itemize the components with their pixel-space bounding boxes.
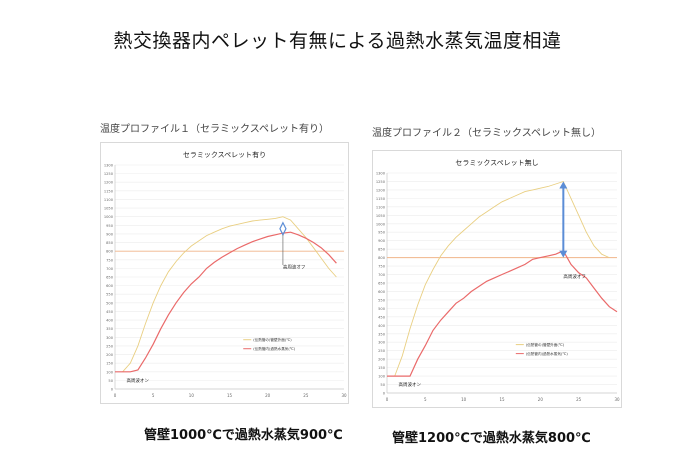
series-line-tube-wall bbox=[122, 216, 337, 373]
annotation-label: 高周波オン bbox=[399, 381, 422, 388]
y-tick-label: 1100 bbox=[376, 205, 386, 209]
series-line-tube-wall bbox=[394, 180, 610, 377]
chart-without-pellets: セラミックスペレット無し 0 50 100 150 200 250 300 350 400 450 5… bbox=[372, 150, 622, 408]
x-tick-label: 10 bbox=[461, 397, 467, 402]
y-tick-label: 1300 bbox=[376, 172, 386, 176]
x-tick-label: 15 bbox=[499, 397, 505, 402]
y-tick-label: 250 bbox=[106, 344, 114, 348]
diamond-marker bbox=[279, 221, 287, 237]
y-tick-label: 400 bbox=[106, 319, 114, 323]
right-chart-caption: 温度プロファイル２（セラミックスペレット無し） bbox=[372, 128, 601, 139]
left-bottom-caption: 管壁1000℃で過熱水蒸気900℃ bbox=[144, 428, 343, 443]
y-tick-label: 550 bbox=[106, 293, 114, 297]
series-line-steam bbox=[115, 231, 337, 373]
x-tick-label: 0 bbox=[386, 397, 389, 402]
x-tick-label: 25 bbox=[576, 397, 582, 402]
y-tick-label: 950 bbox=[378, 231, 386, 235]
y-tick-label: 1250 bbox=[104, 172, 114, 176]
y-tick-label: 200 bbox=[378, 358, 386, 362]
x-tick-label: 5 bbox=[424, 397, 427, 402]
y-tick-label: 250 bbox=[378, 349, 386, 353]
y-tick-label: 850 bbox=[378, 248, 386, 252]
chart-with-pellets: セラミックスペレット有り 0 50 100 150 200 250 300 350 400 450 5… bbox=[100, 142, 349, 404]
y-tick-label: 850 bbox=[106, 241, 114, 245]
chart-title: セラミックスペレット有り bbox=[183, 150, 266, 159]
y-tick-label: 1250 bbox=[376, 180, 386, 184]
y-tick-label: 0 bbox=[111, 388, 114, 392]
y-tick-label: 300 bbox=[106, 336, 114, 340]
right-bottom-caption: 管壁1200℃で過熱水蒸気800℃ bbox=[392, 431, 591, 446]
y-tick-label: 500 bbox=[378, 307, 386, 311]
y-tick-label: 450 bbox=[378, 315, 386, 319]
annotation-label: 高周波オン bbox=[126, 377, 149, 384]
x-tick-label: 5 bbox=[152, 393, 155, 398]
series-line-steam bbox=[387, 250, 618, 377]
y-tick-label: 1000 bbox=[376, 222, 386, 226]
y-tick-label: 800 bbox=[106, 250, 114, 254]
y-tick-label: 400 bbox=[378, 324, 386, 328]
y-tick-label: 700 bbox=[106, 267, 114, 271]
y-tick-label: 100 bbox=[106, 370, 114, 374]
y-tick-label: 350 bbox=[378, 332, 386, 336]
y-tick-label: 900 bbox=[106, 232, 114, 236]
chart-title: セラミックスペレット無し bbox=[455, 158, 538, 167]
x-tick-label: 20 bbox=[265, 393, 271, 398]
y-tick-label: 1100 bbox=[104, 198, 114, 202]
x-tick-label: 20 bbox=[538, 397, 544, 402]
y-tick-label: 450 bbox=[106, 310, 114, 314]
y-tick-label: 800 bbox=[378, 256, 386, 260]
y-tick-label: 1050 bbox=[104, 207, 114, 211]
y-tick-label: 700 bbox=[378, 273, 386, 277]
page-title: 熱交換器内ペレット有無による過熱水蒸気温度相違 bbox=[113, 30, 562, 52]
y-tick-label: 1200 bbox=[104, 181, 114, 185]
x-tick-label: 0 bbox=[114, 393, 117, 398]
y-tick-label: 1000 bbox=[104, 215, 114, 219]
y-tick-label: 950 bbox=[106, 224, 114, 228]
y-tick-label: 300 bbox=[378, 341, 386, 345]
y-tick-label: 0 bbox=[383, 392, 386, 396]
arrow-head-down bbox=[559, 250, 568, 258]
y-tick-label: 650 bbox=[378, 282, 386, 286]
x-tick-label: 10 bbox=[189, 393, 195, 398]
y-tick-label: 150 bbox=[106, 362, 114, 366]
y-tick-label: 1050 bbox=[376, 214, 386, 218]
chart-svg: セラミックスペレット有り0501001502002503003504004505… bbox=[104, 150, 347, 398]
annotation-label: 高周波オフ bbox=[563, 273, 586, 280]
legend-label: (伝熱管の)管壁外面(℃) bbox=[526, 342, 565, 347]
y-tick-label: 50 bbox=[380, 383, 385, 387]
annotation-label: 高周波オフ bbox=[283, 263, 306, 270]
y-tick-label: 350 bbox=[106, 327, 114, 331]
y-tick-label: 600 bbox=[106, 284, 114, 288]
y-tick-label: 150 bbox=[378, 366, 386, 370]
x-tick-label: 15 bbox=[227, 393, 233, 398]
legend-label: (伝熱管内)過熱水蒸気(℃) bbox=[526, 351, 569, 356]
y-tick-label: 200 bbox=[106, 353, 114, 357]
legend-label: (伝熱管の)管壁外面(℃) bbox=[253, 337, 292, 342]
y-tick-label: 1150 bbox=[104, 189, 114, 193]
y-tick-label: 1150 bbox=[376, 197, 386, 201]
y-tick-label: 750 bbox=[378, 265, 386, 269]
y-tick-label: 600 bbox=[378, 290, 386, 294]
chart-svg: セラミックスペレット無し0501001502002503003504004505… bbox=[376, 158, 620, 402]
y-tick-label: 900 bbox=[378, 239, 386, 243]
y-tick-label: 550 bbox=[378, 298, 386, 302]
legend-label: (伝熱管内)過熱水蒸気(℃) bbox=[253, 346, 296, 351]
left-chart-caption: 温度プロファイル１（セラミックスペレット有り） bbox=[100, 124, 329, 135]
y-tick-label: 750 bbox=[106, 258, 114, 262]
y-tick-label: 650 bbox=[106, 276, 114, 280]
y-tick-label: 50 bbox=[108, 379, 113, 383]
x-tick-label: 30 bbox=[341, 393, 347, 398]
x-tick-label: 25 bbox=[303, 393, 309, 398]
y-tick-label: 1200 bbox=[376, 188, 386, 192]
y-tick-label: 100 bbox=[378, 375, 386, 379]
y-tick-label: 1300 bbox=[104, 164, 114, 168]
x-tick-label: 30 bbox=[614, 397, 620, 402]
y-tick-label: 500 bbox=[106, 301, 114, 305]
arrow-head-up bbox=[559, 181, 568, 189]
